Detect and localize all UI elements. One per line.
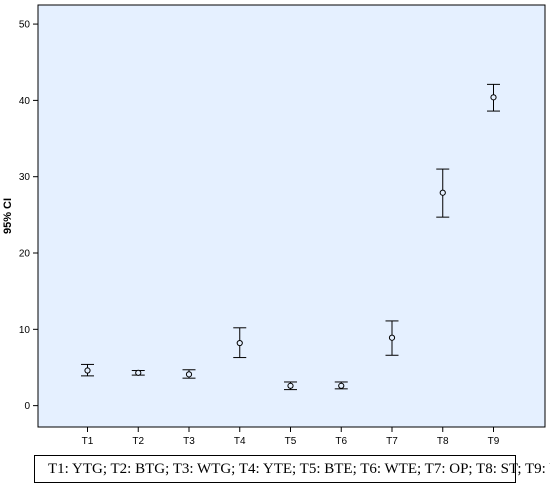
error-bars <box>81 83 500 391</box>
x-tick-label: T9 <box>488 436 500 447</box>
y-axis: 0 10 20 30 40 50 <box>19 20 38 412</box>
error-bar-T4 <box>233 327 247 359</box>
x-tick-label: T3 <box>183 436 195 447</box>
error-bar-T5 <box>284 381 297 391</box>
mean-marker <box>236 339 243 347</box>
x-tick-label: T4 <box>234 436 246 447</box>
x-tick-label: T7 <box>386 436 398 447</box>
error-bar-T8 <box>436 168 450 218</box>
error-bar-T9 <box>487 83 500 112</box>
y-tick-label: 10 <box>19 325 31 336</box>
y-tick-label: 20 <box>19 249 31 260</box>
x-tick-label: T8 <box>437 436 449 447</box>
y-tick-label: 40 <box>19 96 31 107</box>
y-tick-label: 30 <box>19 172 31 183</box>
error-bar-T3 <box>182 369 196 379</box>
mean-marker <box>388 334 396 341</box>
x-tick-label: T6 <box>335 436 347 447</box>
error-bar-T2 <box>131 369 145 376</box>
error-bar-T6 <box>334 381 348 390</box>
y-axis-label: 95% CI <box>2 198 14 234</box>
mean-marker <box>338 382 345 389</box>
mean-marker <box>287 382 294 389</box>
x-tick-label: T1 <box>82 436 94 447</box>
error-bar-T1 <box>81 363 94 377</box>
plot-area <box>37 4 546 428</box>
caption-text: T1: YTG; T2: BTG; T3: WTG; T4: YTE; T5: … <box>48 460 550 477</box>
y-tick-label: 0 <box>24 401 30 412</box>
mean-marker <box>185 371 193 378</box>
mean-marker <box>490 94 497 101</box>
x-tick-label: T5 <box>285 436 297 447</box>
caption-box: T1: YTG; T2: BTG; T3: WTG; T4: YTE; T5: … <box>34 455 550 483</box>
x-tick-label: T2 <box>132 436 144 447</box>
mean-marker <box>135 369 142 376</box>
mean-marker <box>84 367 91 374</box>
x-axis: T1 T2 T3 T4 T5 T6 T7 T8 T9 <box>82 427 500 447</box>
y-tick-label: 50 <box>19 20 31 31</box>
mean-marker <box>439 189 446 196</box>
error-bar-T7 <box>385 320 399 356</box>
